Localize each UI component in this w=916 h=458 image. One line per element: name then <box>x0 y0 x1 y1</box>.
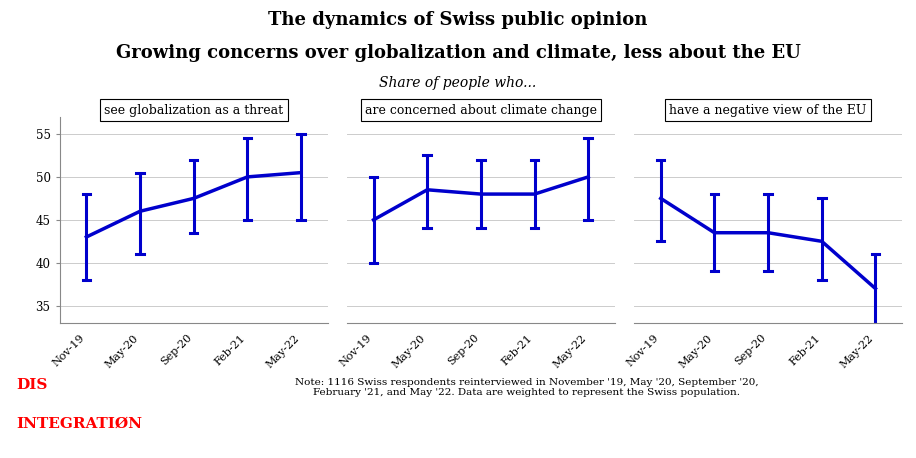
Text: are concerned about climate change: are concerned about climate change <box>365 104 597 117</box>
Text: have a negative view of the EU: have a negative view of the EU <box>670 104 867 117</box>
Text: The dynamics of Swiss public opinion: The dynamics of Swiss public opinion <box>268 11 648 29</box>
Text: Share of people who...: Share of people who... <box>379 76 537 90</box>
Text: Growing concerns over globalization and climate, less about the EU: Growing concerns over globalization and … <box>115 44 801 61</box>
Text: Note: 1116 Swiss respondents reinterviewed in November '19, May '20, September ': Note: 1116 Swiss respondents reinterview… <box>295 378 758 397</box>
Text: DIS: DIS <box>16 378 48 392</box>
Text: INTEGRATIØN: INTEGRATIØN <box>16 417 143 431</box>
Text: see globalization as a threat: see globalization as a threat <box>104 104 283 117</box>
